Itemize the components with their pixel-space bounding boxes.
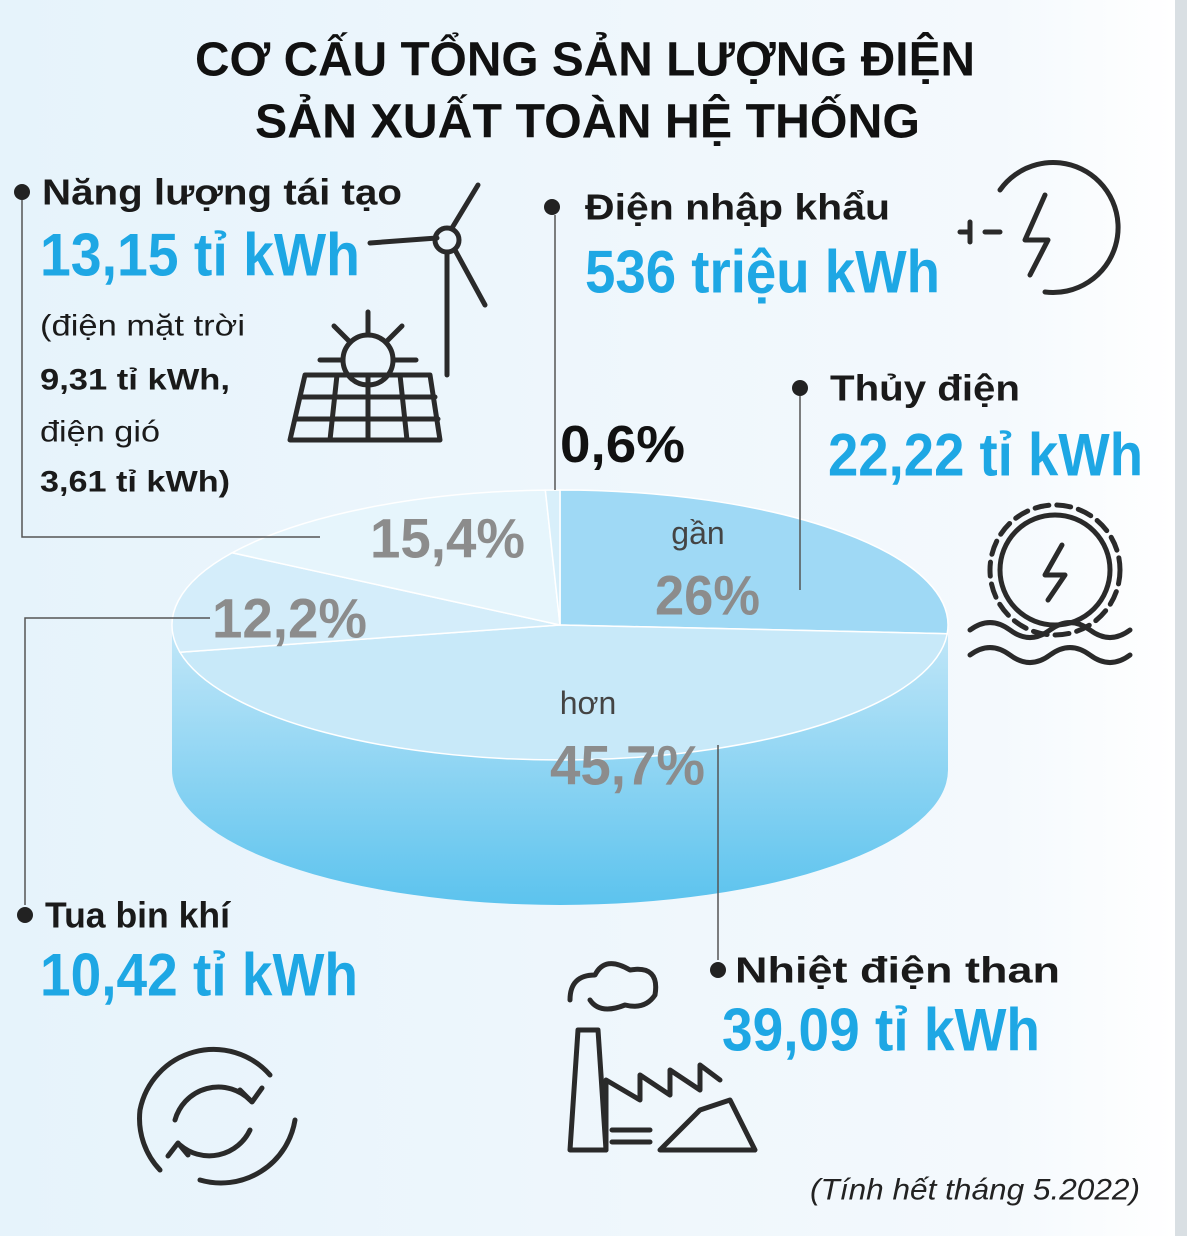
value-label: 12,2%: [212, 587, 367, 650]
value-label: 26%: [655, 564, 760, 627]
bullet: [544, 199, 560, 215]
detail: 9,31 tỉ kWh,: [40, 364, 230, 397]
category-name: Nhiệt điện than: [735, 950, 1060, 991]
leader-line: [24, 617, 210, 905]
category-name: Năng lượng tái tạo: [42, 172, 402, 213]
value-label: 45,7%: [550, 734, 705, 797]
qualifier: hơn: [560, 685, 617, 721]
detail: (điện mặt trời: [40, 310, 245, 343]
pie-slice: [178, 624, 949, 761]
bullet: [17, 907, 33, 923]
solar-panel-icon: [287, 309, 443, 443]
bullet: [14, 184, 30, 200]
pie: [171, 489, 949, 905]
detail: 3,61 tỉ kWh): [40, 466, 230, 499]
pie-slice: [559, 489, 949, 635]
factory-icon: [567, 961, 758, 1153]
category-name: Thủy điện: [830, 368, 1020, 409]
amount: 13,15 tỉ kWh: [40, 222, 360, 289]
amount: 39,09 tỉ kWh: [722, 997, 1040, 1064]
bullet: [792, 380, 808, 396]
category-name: Điện nhập khẩu: [585, 187, 890, 228]
category-name: Tua bin khí: [45, 895, 231, 936]
leader-line: [21, 200, 320, 538]
amount: 536 triệu kWh: [585, 239, 940, 306]
value-label: 15,4%: [370, 507, 525, 570]
wind-turbine-icon: [367, 182, 488, 378]
detail: điện gió: [40, 416, 160, 449]
recycle-icon: [137, 1046, 298, 1186]
amount: 10,42 tỉ kWh: [40, 942, 358, 1009]
pie-slice: [544, 489, 561, 626]
title-line: CƠ CẤU TỔNG SẢN LƯỢNG ĐIỆN: [195, 32, 975, 87]
qualifier: gần: [671, 515, 724, 551]
value-label: 0,6%: [560, 416, 685, 474]
pie-slice: [171, 551, 561, 653]
plug-icon: [957, 160, 1121, 295]
title-line: SẢN XUẤT TOÀN HỆ THỐNG: [255, 94, 920, 149]
edge-strip: [1175, 0, 1187, 1236]
pie-slice: [230, 489, 561, 626]
bullet: [710, 962, 726, 978]
amount: 22,22 tỉ kWh: [828, 422, 1143, 489]
hydro-icon: [967, 502, 1133, 665]
footnote: (Tính hết tháng 5.2022): [810, 1174, 1140, 1207]
